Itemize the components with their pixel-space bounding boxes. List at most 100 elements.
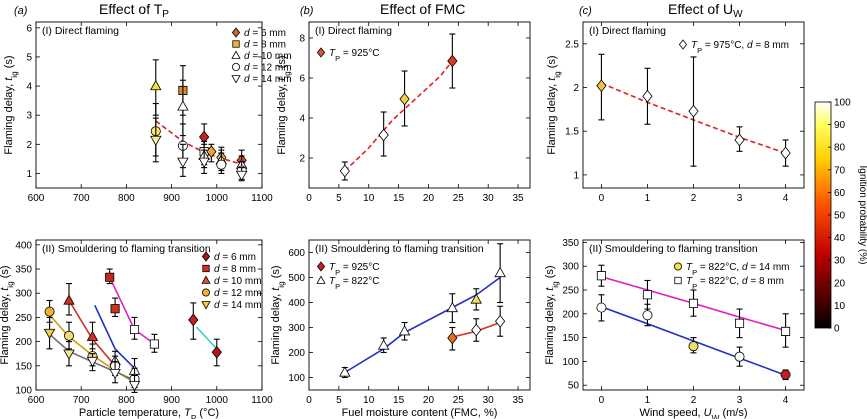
x-tick-label: 600 bbox=[28, 395, 45, 406]
data-point bbox=[150, 117, 162, 163]
y-tick-label: 4 bbox=[26, 82, 32, 93]
y-tick-label: 1.5 bbox=[565, 127, 579, 138]
x-tick-label: 0 bbox=[306, 193, 312, 204]
data-point bbox=[211, 338, 222, 367]
marker-square bbox=[642, 290, 652, 300]
fit-line bbox=[195, 326, 218, 350]
panel-b-smouldering: 0 5 10 15 20 25 30 35 100 200 300 400 500 600 (II) Smo… bbox=[270, 239, 531, 419]
marker-diamond bbox=[596, 79, 607, 93]
marker-triangle-up bbox=[339, 366, 351, 377]
data-point bbox=[339, 161, 350, 181]
x-axis-label: Particle temperature, TP (°C) bbox=[79, 407, 219, 419]
legend-label: d = 12 mm bbox=[214, 288, 262, 299]
fit-line bbox=[344, 60, 454, 172]
x-tick-label: 20 bbox=[423, 193, 435, 204]
data-point bbox=[596, 264, 606, 287]
legend-marker-diamond bbox=[316, 47, 326, 58]
panel-a-smouldering: 600 700 800 900 1000 1100 100 150 200 250 300 350 40… bbox=[0, 239, 273, 419]
marker-triangle-up bbox=[150, 79, 162, 91]
legend-label: d = 8 mm bbox=[244, 40, 286, 51]
legend-entry: TP = 822°C, d = 14 mm bbox=[674, 262, 790, 277]
data-point bbox=[734, 126, 745, 152]
marker-square bbox=[105, 272, 115, 282]
y-tick-label: 50 bbox=[568, 381, 580, 392]
legend-entry: TP = 822°C, d = 8 mm bbox=[674, 276, 784, 291]
marker-square bbox=[781, 326, 791, 336]
data-point bbox=[339, 366, 351, 379]
plot-frame bbox=[35, 239, 263, 391]
data-point bbox=[596, 53, 607, 121]
data-point bbox=[198, 149, 210, 174]
colorbar-tick-label: 90 bbox=[834, 120, 846, 131]
colorbar-tick-label: 70 bbox=[834, 165, 846, 176]
marker-triangle-up bbox=[470, 293, 482, 304]
data-point bbox=[447, 33, 458, 89]
marker-circle bbox=[688, 341, 699, 352]
y-tick-label: 3 bbox=[26, 111, 32, 122]
column-header-b: (b) Effect of FMC bbox=[300, 1, 465, 17]
data-point bbox=[377, 337, 390, 354]
plot-frame bbox=[308, 239, 531, 391]
legend-marker-triangle-down bbox=[201, 301, 211, 310]
data-point bbox=[471, 318, 482, 342]
x-tick-label: 1000 bbox=[206, 193, 229, 204]
panel-subtitle: (I) Direct flaming bbox=[589, 25, 666, 37]
y-tick-label: 2 bbox=[26, 140, 32, 151]
marker-square bbox=[688, 298, 699, 308]
column-title-b: Effect of FMC bbox=[380, 1, 465, 17]
colorbar-tick-label: 80 bbox=[834, 143, 846, 154]
x-tick-label: 1100 bbox=[251, 395, 273, 406]
marker-circle bbox=[44, 306, 55, 317]
data-point bbox=[63, 282, 75, 316]
x-tick-label: 30 bbox=[483, 395, 495, 406]
data-point bbox=[63, 341, 75, 367]
x-tick-label: 4 bbox=[783, 193, 789, 204]
data-point bbox=[447, 326, 458, 351]
legend-label: TP = 822°C bbox=[329, 276, 379, 291]
marker-diamond bbox=[495, 314, 506, 328]
panel-b-direct-flaming: 0 5 10 15 20 25 30 35 2 4 6 8 (I) Direct flaming Flam… bbox=[276, 21, 531, 204]
marker-triangle-up bbox=[446, 301, 459, 313]
colorbar-tick-label: 100 bbox=[834, 98, 851, 109]
data-point bbox=[109, 361, 121, 384]
x-axis-label: Wind speed, UW (m/s) bbox=[639, 407, 747, 419]
marker-square bbox=[129, 324, 140, 335]
x-tick-label: 4 bbox=[783, 395, 789, 406]
marker-diamond bbox=[399, 92, 410, 106]
colorbar-label: Ignition probability (%) bbox=[857, 166, 867, 265]
x-tick-label: 900 bbox=[163, 193, 180, 204]
x-tick-label: 0 bbox=[599, 193, 605, 204]
marker-triangle-down bbox=[150, 135, 162, 147]
x-tick-label: 30 bbox=[483, 193, 495, 204]
y-axis-label: Flaming delay, tig (s) bbox=[270, 265, 286, 364]
colorbar-tick-label: 60 bbox=[834, 188, 846, 199]
data-point bbox=[688, 337, 699, 354]
x-tick-label: 1 bbox=[645, 193, 651, 204]
x-tick-label: 1100 bbox=[251, 193, 273, 204]
legend-label: d = 12 mm bbox=[244, 63, 292, 74]
legend-label: d = 14 mm bbox=[214, 300, 262, 311]
x-tick-label: 800 bbox=[118, 193, 135, 204]
marker-triangle-down bbox=[198, 157, 210, 168]
column-letter-a: (a) bbox=[14, 5, 28, 17]
x-tick-label: 5 bbox=[336, 193, 342, 204]
colorbar-tick-label: 0 bbox=[834, 324, 840, 335]
y-tick-label: 350 bbox=[562, 238, 579, 249]
data-point bbox=[734, 346, 745, 367]
y-tick-label: 300 bbox=[288, 323, 305, 334]
marker-triangle-up bbox=[377, 339, 390, 350]
panel-subtitle: (I) Direct flaming bbox=[315, 25, 392, 37]
marker-circle bbox=[216, 159, 227, 170]
y-tick-label: 4 bbox=[299, 114, 305, 125]
data-point bbox=[399, 70, 410, 127]
colorbar-tick-label: 30 bbox=[834, 256, 846, 267]
y-tick-label: 400 bbox=[15, 240, 32, 251]
legend-marker-triangle-up bbox=[231, 50, 241, 59]
marker-triangle-down bbox=[177, 157, 189, 168]
y-tick-label: 1 bbox=[26, 169, 32, 180]
marker-diamond bbox=[471, 323, 482, 337]
marker-diamond bbox=[447, 54, 458, 68]
panel-a-direct-flaming: 600 700 800 900 1000 1100 1 2 3 4 5 6 (I) Direct fla… bbox=[3, 21, 292, 204]
marker-diamond bbox=[780, 146, 791, 160]
marker-diamond bbox=[206, 145, 217, 158]
